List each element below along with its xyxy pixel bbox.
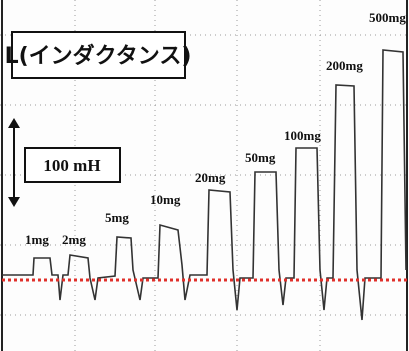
pulse-label: 5mg — [105, 210, 129, 225]
pulse-label: 2mg — [62, 232, 86, 247]
pulse-label: 1mg — [25, 232, 49, 247]
pulse-label: 50mg — [245, 150, 276, 165]
pulse-label: 100mg — [284, 128, 321, 143]
title: L(インダクタンス) — [5, 43, 192, 69]
pulse-label: 20mg — [195, 170, 226, 185]
scale-label: 100 mH — [43, 156, 100, 175]
scope-figure: L(インダクタンス) 100 mH 1mg 2mg 5mg 10mg 20mg … — [0, 0, 409, 351]
pulse-label: 200mg — [326, 58, 363, 73]
pulse-label: 500mg — [369, 10, 406, 25]
pulse-label: 10mg — [150, 192, 181, 207]
